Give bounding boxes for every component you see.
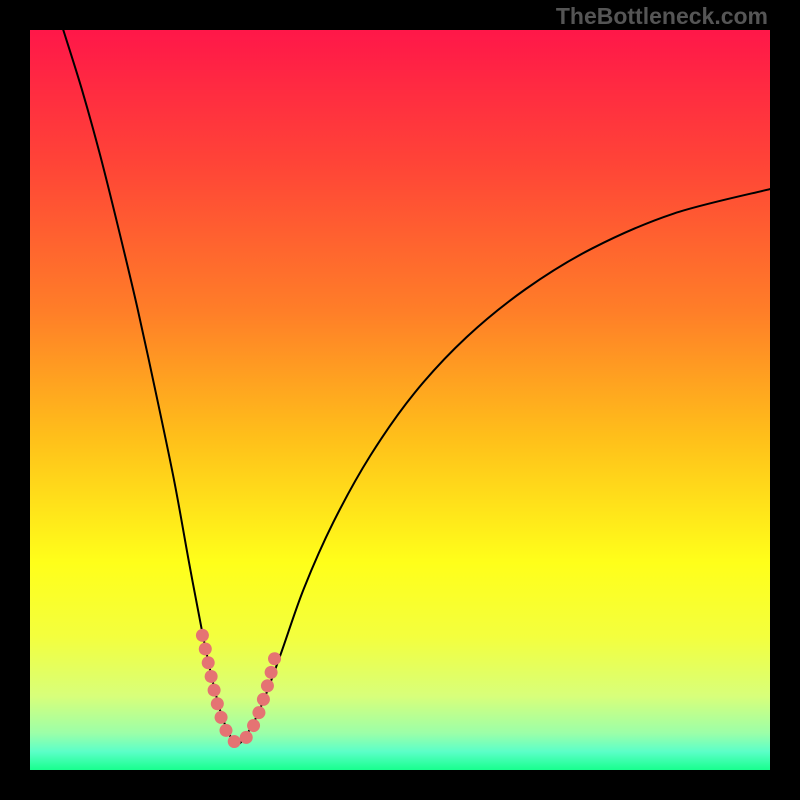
plot-svg [30,30,770,770]
chart-frame: TheBottleneck.com [0,0,800,800]
plot-area [30,30,770,770]
gradient-background [30,30,770,770]
watermark-text: TheBottleneck.com [556,3,768,30]
